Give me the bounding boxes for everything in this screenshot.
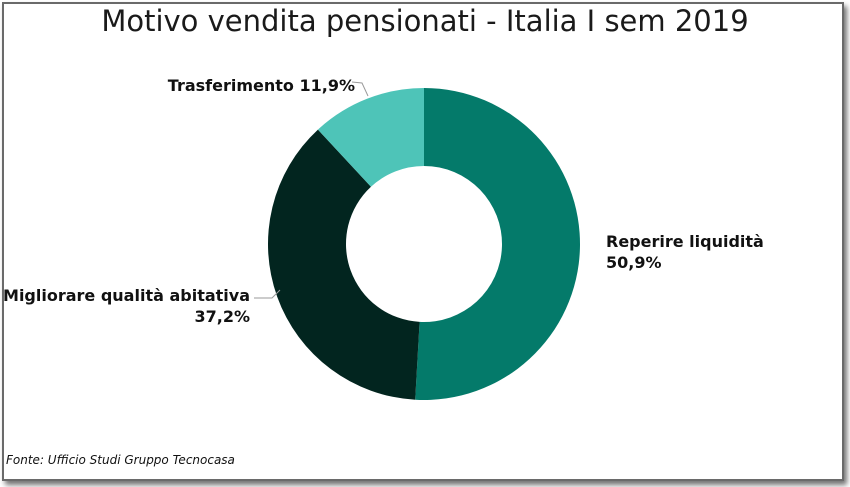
leader-line-1 (254, 289, 281, 299)
slice-label-trasferimento: Trasferimento 11,9% (168, 75, 355, 96)
slice-label-value: 11,9% (299, 76, 355, 95)
slice-label-value: 50,9% (606, 253, 662, 272)
slice-label-migliorare-qualita-abitativa: Migliorare qualità abitativa 37,2% (3, 285, 250, 327)
donut-slice-2 (317, 88, 424, 187)
donut-slice-1 (268, 129, 420, 400)
slice-label-name: Reperire liquidità (606, 232, 764, 251)
donut-slice-0 (415, 88, 581, 400)
slice-label-reperire-liquidita: Reperire liquidità 50,9% (606, 231, 764, 273)
slice-label-name: Migliorare qualità abitativa (3, 286, 250, 305)
chart-title: Motivo vendita pensionati - Italia I sem… (101, 4, 749, 38)
chart-frame (2, 2, 844, 481)
slice-label-name: Trasferimento (167, 76, 294, 95)
leader-line-0 (351, 81, 369, 97)
source-note: Fonte: Ufficio Studi Gruppo Tecnocasa (6, 453, 235, 467)
slice-label-value: 37,2% (194, 307, 250, 326)
